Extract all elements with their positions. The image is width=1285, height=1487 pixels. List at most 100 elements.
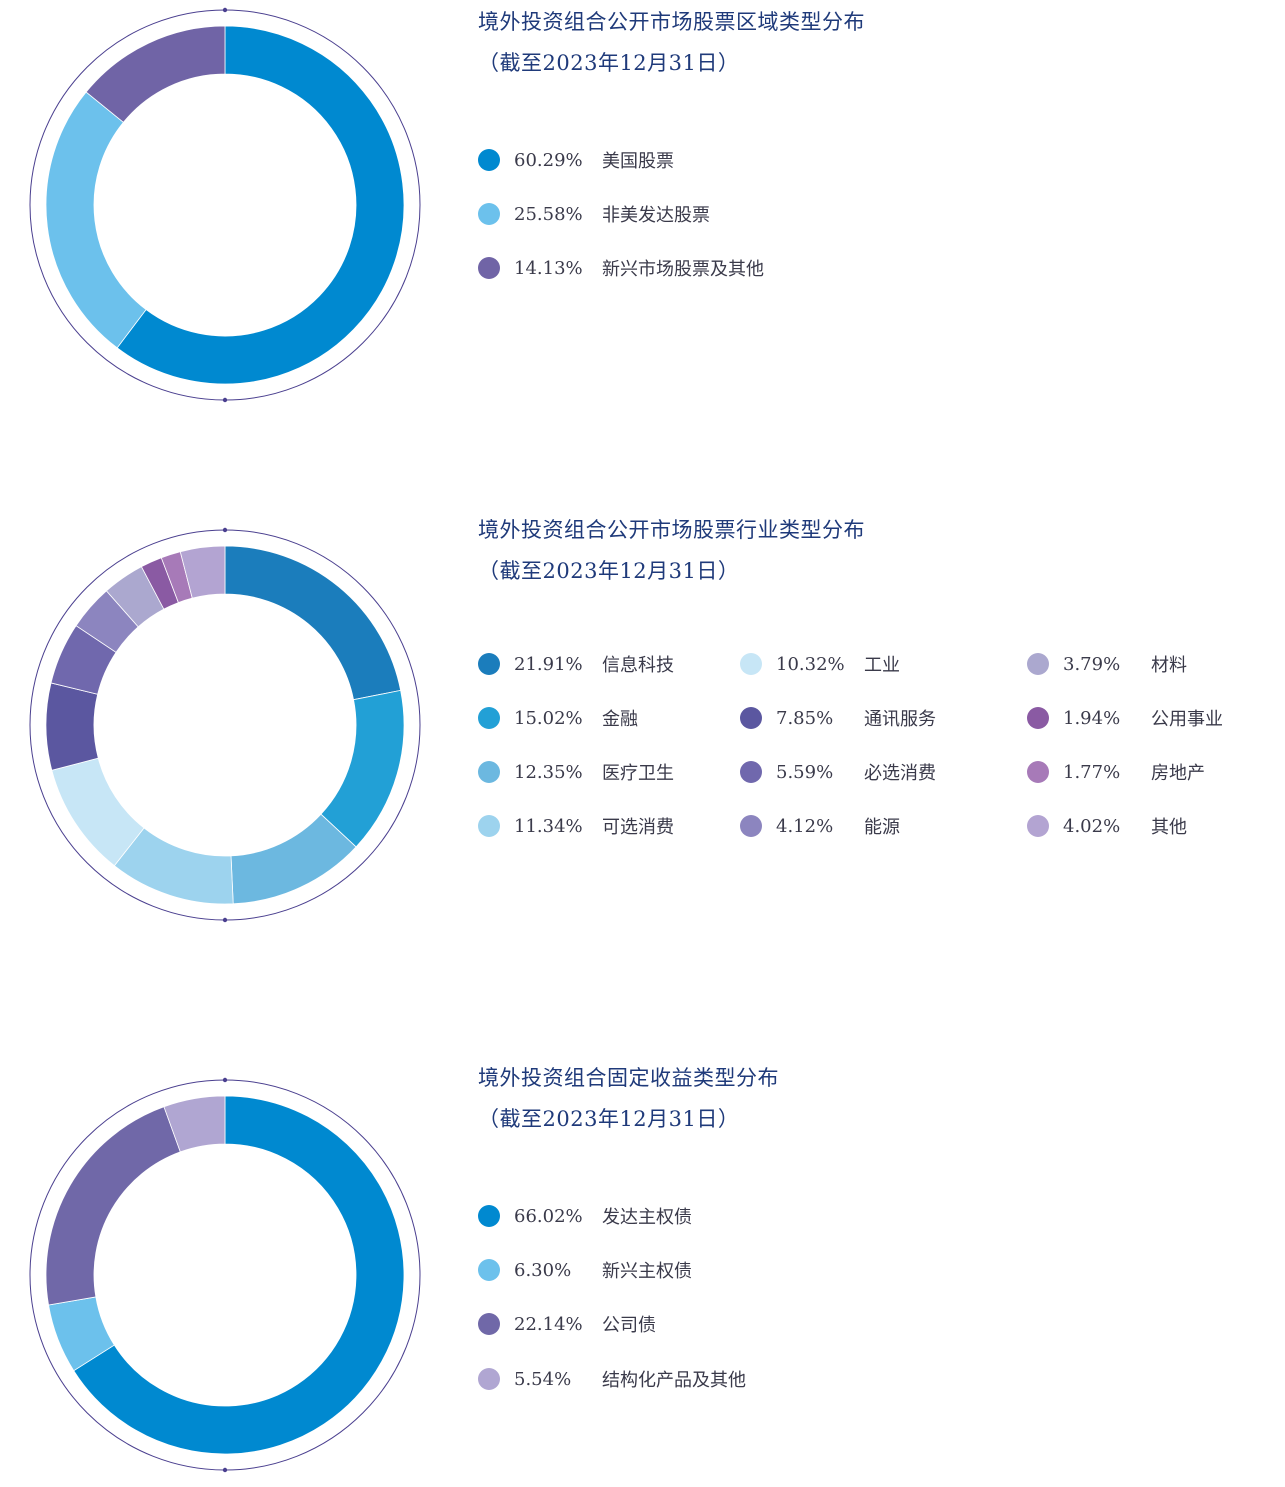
chart-section-region: 境外投资组合公开市场股票区域类型分布 （截至2023年12月31日） 60.29… xyxy=(0,0,1285,410)
chart-section-industry: 境外投资组合公开市场股票行业类型分布 （截至2023年12月31日） 21.91… xyxy=(0,518,1285,930)
legend-percent: 12.35% xyxy=(514,761,583,783)
chart-title-block: 境外投资组合公开市场股票区域类型分布 （截至2023年12月31日） xyxy=(478,2,865,84)
chart-title-block: 境外投资组合公开市场股票行业类型分布 （截至2023年12月31日） xyxy=(478,510,865,592)
legend-swatch xyxy=(478,1368,500,1390)
legend-swatch xyxy=(740,707,762,729)
donut-slice xyxy=(179,545,226,599)
legend-item: 4.02% 其他 xyxy=(1027,811,1187,841)
legend-percent: 25.58% xyxy=(514,203,583,225)
donut-slice xyxy=(224,545,402,701)
legend-label: 通讯服务 xyxy=(864,709,936,730)
legend-item: 25.58% 非美发达股票 xyxy=(478,199,710,229)
legend-item: 21.91% 信息科技 xyxy=(478,649,674,679)
donut-slice xyxy=(73,1095,405,1455)
donut-slice xyxy=(45,682,99,771)
legend-swatch xyxy=(1027,761,1049,783)
donut-slice xyxy=(85,25,226,123)
legend-percent: 15.02% xyxy=(514,707,583,729)
legend-label: 公司债 xyxy=(602,1315,656,1336)
ring-marker-dot xyxy=(222,7,228,13)
legend-item: 11.34% 可选消费 xyxy=(478,811,674,841)
legend-item: 6.30% 新兴主权债 xyxy=(478,1255,692,1285)
legend-percent: 5.54% xyxy=(514,1368,572,1390)
legend-swatch xyxy=(478,815,500,837)
legend-item: 4.12% 能源 xyxy=(740,811,900,841)
donut-slice xyxy=(45,91,147,349)
legend-label: 新兴市场股票及其他 xyxy=(602,259,764,280)
legend-item: 12.35% 医疗卫生 xyxy=(478,757,674,787)
legend-swatch xyxy=(1027,815,1049,837)
legend-swatch xyxy=(478,149,500,171)
donut-chart-industry xyxy=(29,527,421,923)
legend-percent: 14.13% xyxy=(514,257,583,279)
legend-label: 结构化产品及其他 xyxy=(602,1370,746,1391)
legend-swatch xyxy=(740,653,762,675)
legend-label: 公用事业 xyxy=(1151,709,1223,730)
ring-marker-dot xyxy=(222,1467,228,1473)
legend-label: 其他 xyxy=(1151,817,1187,838)
legend-percent: 21.91% xyxy=(514,653,583,675)
ring-marker-dot xyxy=(222,397,228,403)
legend-label: 信息科技 xyxy=(602,655,674,676)
legend-item: 10.32% 工业 xyxy=(740,649,900,679)
ring-marker-dot xyxy=(222,917,228,923)
legend-percent: 11.34% xyxy=(514,815,583,837)
donut-slice xyxy=(45,1106,181,1306)
legend-swatch xyxy=(478,1205,500,1227)
legend-swatch xyxy=(740,761,762,783)
legend-label: 美国股票 xyxy=(602,151,674,172)
legend-percent: 7.85% xyxy=(776,707,834,729)
legend-item: 5.59% 必选消费 xyxy=(740,757,936,787)
legend-item: 1.77% 房地产 xyxy=(1027,757,1205,787)
donut-slice xyxy=(116,25,405,385)
chart-title-block: 境外投资组合固定收益类型分布 （截至2023年12月31日） xyxy=(478,1058,779,1140)
ring-marker-dot xyxy=(222,1077,228,1083)
legend-percent: 4.12% xyxy=(776,815,834,837)
legend-swatch xyxy=(478,707,500,729)
donut-slice xyxy=(163,1095,226,1153)
legend-label: 能源 xyxy=(864,817,900,838)
legend-item: 66.02% 发达主权债 xyxy=(478,1201,692,1231)
chart-title: 境外投资组合公开市场股票行业类型分布 xyxy=(478,518,865,542)
legend-swatch xyxy=(478,257,500,279)
legend-percent: 1.77% xyxy=(1063,761,1121,783)
legend-label: 材料 xyxy=(1151,655,1187,676)
legend-label: 医疗卫生 xyxy=(602,763,674,784)
legend-item: 5.54% 结构化产品及其他 xyxy=(478,1364,746,1394)
legend-label: 工业 xyxy=(864,655,900,676)
legend-swatch xyxy=(740,815,762,837)
chart-title: 境外投资组合固定收益类型分布 xyxy=(478,1066,779,1090)
legend-percent: 10.32% xyxy=(776,653,845,675)
legend-label: 新兴主权债 xyxy=(602,1261,692,1282)
legend-swatch xyxy=(478,1259,500,1281)
chart-subtitle: （截至2023年12月31日） xyxy=(478,1107,740,1131)
donut-slice xyxy=(320,689,405,848)
legend-label: 金融 xyxy=(602,709,638,730)
legend-percent: 6.30% xyxy=(514,1259,572,1281)
legend-label: 必选消费 xyxy=(864,763,936,784)
legend-label: 房地产 xyxy=(1151,763,1205,784)
legend-percent: 5.59% xyxy=(776,761,834,783)
legend-swatch xyxy=(1027,653,1049,675)
legend-swatch xyxy=(478,761,500,783)
legend-percent: 66.02% xyxy=(514,1205,583,1227)
legend-item: 60.29% 美国股票 xyxy=(478,145,674,175)
legend-item: 3.79% 材料 xyxy=(1027,649,1187,679)
chart-title: 境外投资组合公开市场股票区域类型分布 xyxy=(478,10,865,34)
legend-swatch xyxy=(1027,707,1049,729)
legend-item: 7.85% 通讯服务 xyxy=(740,703,936,733)
ring-marker-dot xyxy=(222,527,228,533)
legend-label: 可选消费 xyxy=(602,817,674,838)
legend-swatch xyxy=(478,653,500,675)
legend-swatch xyxy=(478,1313,500,1335)
legend-label: 非美发达股票 xyxy=(602,205,710,226)
legend-percent: 4.02% xyxy=(1063,815,1121,837)
chart-section-fixed-income: 境外投资组合固定收益类型分布 （截至2023年12月31日） 66.02% 发达… xyxy=(0,1066,1285,1480)
legend-item: 15.02% 金融 xyxy=(478,703,638,733)
chart-subtitle: （截至2023年12月31日） xyxy=(478,559,740,583)
legend-percent: 22.14% xyxy=(514,1313,583,1335)
legend-item: 1.94% 公用事业 xyxy=(1027,703,1223,733)
legend-item: 14.13% 新兴市场股票及其他 xyxy=(478,253,764,283)
legend-percent: 60.29% xyxy=(514,149,583,171)
legend-item: 22.14% 公司债 xyxy=(478,1309,656,1339)
